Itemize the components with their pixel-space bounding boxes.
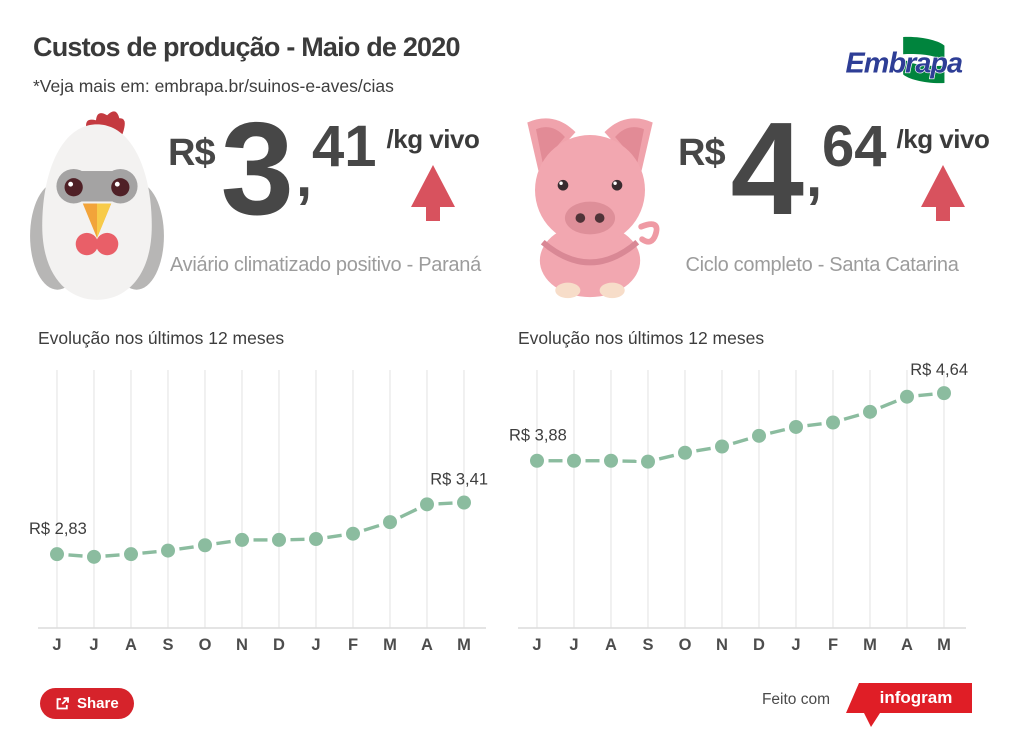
- svg-text:M: M: [863, 636, 877, 654]
- svg-text:J: J: [569, 636, 578, 654]
- svg-text:R$ 2,83: R$ 2,83: [29, 520, 87, 538]
- svg-text:O: O: [199, 636, 212, 654]
- share-icon: [56, 697, 69, 710]
- trend-up-arrow-icon: [920, 165, 965, 221]
- svg-text:S: S: [642, 636, 653, 654]
- svg-text:A: A: [901, 636, 913, 654]
- trend-up-arrow-icon: [410, 165, 455, 221]
- made-with-label: Feito com: [761, 691, 830, 708]
- infogram-badge-label: infogram: [879, 688, 953, 707]
- infogram-badge[interactable]: infogram: [844, 683, 972, 727]
- svg-text:J: J: [52, 636, 61, 654]
- svg-text:N: N: [236, 636, 248, 654]
- svg-text:R$ 4,64: R$ 4,64: [910, 361, 968, 379]
- chicken-price-comma: ,: [296, 144, 313, 209]
- svg-text:D: D: [753, 636, 765, 654]
- svg-text:J: J: [791, 636, 800, 654]
- svg-text:M: M: [457, 636, 471, 654]
- chicken-price-integer: 3: [220, 95, 294, 242]
- svg-text:J: J: [532, 636, 541, 654]
- pig-line-chart[interactable]: J J A S O N D J F M A M R$ 3,88 R$ 4,64: [508, 356, 973, 666]
- embrapa-logo-icon: Embrapa: [845, 36, 965, 84]
- pig-currency: R$: [678, 132, 726, 174]
- chicken-chart-title: Evolução nos últimos 12 meses: [38, 328, 285, 348]
- page-subtitle: *Veja mais em: embrapa.br/suinos-e-aves/…: [33, 76, 394, 96]
- share-button[interactable]: Share: [40, 688, 134, 719]
- pig-price: R$ 4 , 64 /kg vivo: [678, 95, 990, 242]
- svg-text:R$ 3,41: R$ 3,41: [430, 471, 488, 489]
- svg-text:A: A: [421, 636, 433, 654]
- pig-caption: Ciclo completo - Santa Catarina: [685, 254, 959, 276]
- share-button-label: Share: [77, 695, 119, 712]
- pig-price-comma: ,: [806, 144, 823, 209]
- pig-price-unit: /kg vivo: [896, 124, 990, 154]
- pig-price-integer: 4: [730, 95, 804, 242]
- chicken-price: R$ 3 , 41 /kg vivo: [168, 95, 480, 242]
- svg-text:S: S: [162, 636, 173, 654]
- pig-chart-title: Evolução nos últimos 12 meses: [518, 328, 765, 348]
- svg-text:M: M: [937, 636, 951, 654]
- svg-text:A: A: [125, 636, 137, 654]
- chicken-currency: R$: [168, 132, 216, 174]
- svg-text:M: M: [383, 636, 397, 654]
- svg-text:J: J: [89, 636, 98, 654]
- page-title: Custos de produção - Maio de 2020: [33, 32, 461, 62]
- svg-text:R$ 3,88: R$ 3,88: [509, 427, 567, 445]
- svg-text:O: O: [679, 636, 692, 654]
- chicken-price-decimal: , 41: [296, 114, 377, 209]
- chicken-icon: [30, 111, 164, 300]
- svg-text:F: F: [828, 636, 838, 654]
- pig-icon: [527, 118, 660, 299]
- chicken-price-unit: /kg vivo: [386, 124, 480, 154]
- svg-text:N: N: [716, 636, 728, 654]
- svg-text:F: F: [348, 636, 358, 654]
- pig-price-decimal: , 64: [806, 114, 887, 209]
- embrapa-logo-text: Embrapa: [846, 47, 963, 79]
- chicken-caption: Aviário climatizado positivo - Paraná: [170, 254, 481, 276]
- svg-text:A: A: [605, 636, 617, 654]
- made-with-attribution: Feito com infogram: [762, 683, 972, 727]
- svg-text:J: J: [311, 636, 320, 654]
- chicken-line-chart[interactable]: J J A S O N D J F M A M R$ 2,83 R$ 3,41: [28, 356, 493, 666]
- svg-text:D: D: [273, 636, 285, 654]
